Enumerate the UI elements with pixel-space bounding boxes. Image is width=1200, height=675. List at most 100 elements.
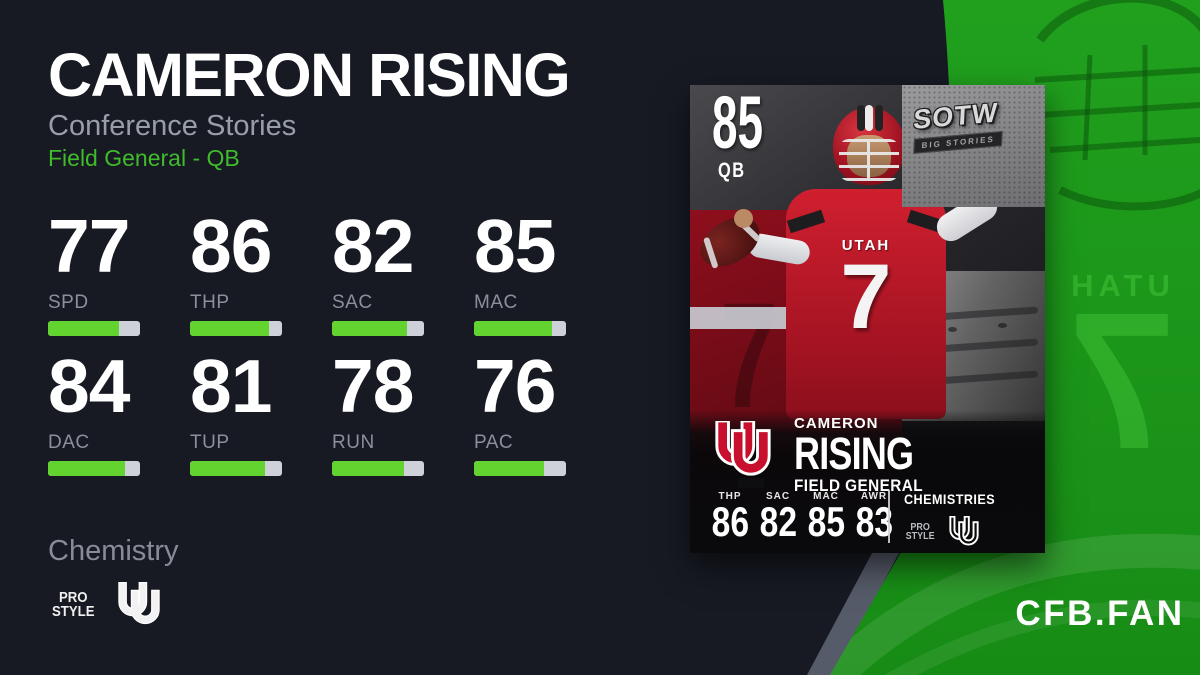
stat-bar [474, 460, 566, 476]
stat-label: SAC [332, 291, 373, 313]
stat-bar [332, 460, 424, 476]
chemistry-row: PRO STYLE [52, 581, 164, 629]
helmet-stripe [875, 105, 883, 131]
helmet-icon [833, 105, 905, 187]
pro-style-line2: STYLE [52, 603, 95, 620]
facemask [839, 139, 899, 181]
stat-value: 85 [474, 204, 556, 288]
stat-bar-fill [48, 460, 126, 476]
utah-uu-outline-icon [949, 516, 979, 546]
player-first-name: CAMERON [794, 415, 879, 432]
watermark-number: 7 [1068, 272, 1176, 490]
card-stat-label: MAC [813, 491, 839, 502]
watermark-team: UTAH [1066, 268, 1170, 303]
stat-bar [190, 460, 282, 476]
stat-cell: 86 THP [190, 204, 332, 356]
stat-bar-fill [332, 460, 404, 476]
card-overall-block: 85 QB [712, 81, 794, 182]
stat-label: DAC [48, 431, 90, 453]
player-last-name: RISING [794, 428, 914, 479]
stat-label: PAC [474, 431, 514, 453]
slate-stripe [807, 540, 906, 675]
jersey-number: 7 [840, 246, 892, 348]
card-stat-value: 86 [711, 498, 749, 545]
stat-bar [48, 460, 140, 476]
stat-cell: 82 SAC [332, 204, 474, 356]
chemistry-heading: Chemistry [48, 535, 179, 567]
card-stat-label: AWR [860, 491, 888, 502]
page-title: CAMERON RISING [48, 41, 571, 109]
eye [948, 327, 957, 332]
helmet-stripe [857, 105, 865, 131]
stat-bar-fill [190, 320, 270, 336]
stat-value: 84 [48, 344, 130, 428]
utah-uu-icon [715, 421, 771, 476]
shoulder-stripe [786, 209, 826, 234]
card-gray-bar [690, 307, 816, 329]
card-stats-row: THP 86 SAC 82 MAC 85 AWR 83 [706, 491, 898, 545]
stat-bar [48, 320, 140, 336]
stat-label: RUN [332, 431, 375, 453]
ghost-jersey-number: 7 [720, 271, 779, 439]
player-card: 7 UTAH 7 [690, 85, 1045, 553]
stat-bar-fill [474, 320, 553, 336]
badge-title: SOTW [912, 97, 1000, 135]
stat-value: 81 [190, 344, 272, 428]
eye [998, 323, 1007, 328]
stat-bar-fill [474, 460, 544, 476]
card-stat-cell: MAC 85 [802, 491, 850, 542]
stat-value: 77 [48, 204, 130, 288]
page-archetype: Field General - QB [48, 145, 240, 171]
helmet-sketch-icon [1034, 0, 1200, 211]
card-top-right-panel: SOTW BIG STORIES [902, 85, 1045, 207]
pro-style-chemistry: PRO STYLE [52, 588, 95, 620]
pro-style-chemistry: PRO STYLE [905, 521, 935, 542]
jersey-team-name: UTAH [841, 237, 891, 254]
stat-value: 76 [474, 344, 556, 428]
stat-label: MAC [474, 291, 518, 313]
stat-bar [190, 320, 282, 336]
stat-value: 86 [190, 204, 272, 288]
stat-label: THP [190, 291, 230, 313]
sotw-badge: SOTW BIG STORIES [910, 97, 1004, 154]
stat-cell: 81 TUP [190, 344, 332, 496]
card-stat-label: SAC [765, 491, 791, 502]
stat-cell: 77 SPD [48, 204, 190, 356]
card-stat-cell: THP 86 [706, 491, 754, 545]
card-position: QB [718, 158, 746, 182]
card-divider [888, 490, 890, 543]
stat-value: 82 [332, 204, 414, 288]
stat-bar-fill [48, 320, 119, 336]
stat-label: SPD [48, 291, 89, 313]
stat-bar-fill [190, 460, 265, 476]
card-archetype: FIELD GENERAL [794, 475, 924, 495]
card-chemistries: CHEMISTRIES PRO STYLE [904, 491, 1005, 548]
stat-label: TUP [190, 431, 230, 453]
pro-style-line1: PRO [910, 521, 930, 533]
site-logo: CFB.FAN [1015, 594, 1185, 633]
stat-cell: 84 DAC [48, 344, 190, 496]
pro-style-line1: PRO [58, 588, 88, 606]
helmet-stripe [865, 105, 873, 131]
chemistries-label: CHEMISTRIES [904, 491, 996, 507]
pro-style-line2: STYLE [905, 531, 935, 542]
card-name-block: CAMERON RISING FIELD GENERAL [794, 416, 943, 495]
utah-uu-icon [118, 581, 161, 625]
stats-grid: 77 SPD 86 THP 82 SAC 85 MAC 84 DAC 81 TU… [48, 204, 616, 496]
stat-cell: 78 RUN [332, 344, 474, 496]
card-stat-label: THP [718, 491, 742, 502]
stat-cell: 85 MAC [474, 204, 616, 356]
left-hand [734, 209, 753, 228]
stat-cell: 76 PAC [474, 344, 616, 496]
swoosh [830, 533, 1200, 675]
swoosh [855, 599, 1200, 675]
card-overall: 85 [712, 81, 764, 164]
stat-bar [474, 320, 566, 336]
card-stat-cell: AWR 83 [850, 491, 898, 542]
page-subtitle: Conference Stories [48, 110, 297, 142]
stat-value: 78 [332, 344, 414, 428]
jersey: UTAH 7 [786, 189, 946, 419]
card-stat-cell: SAC 82 [754, 491, 802, 542]
stat-bar [332, 320, 424, 336]
